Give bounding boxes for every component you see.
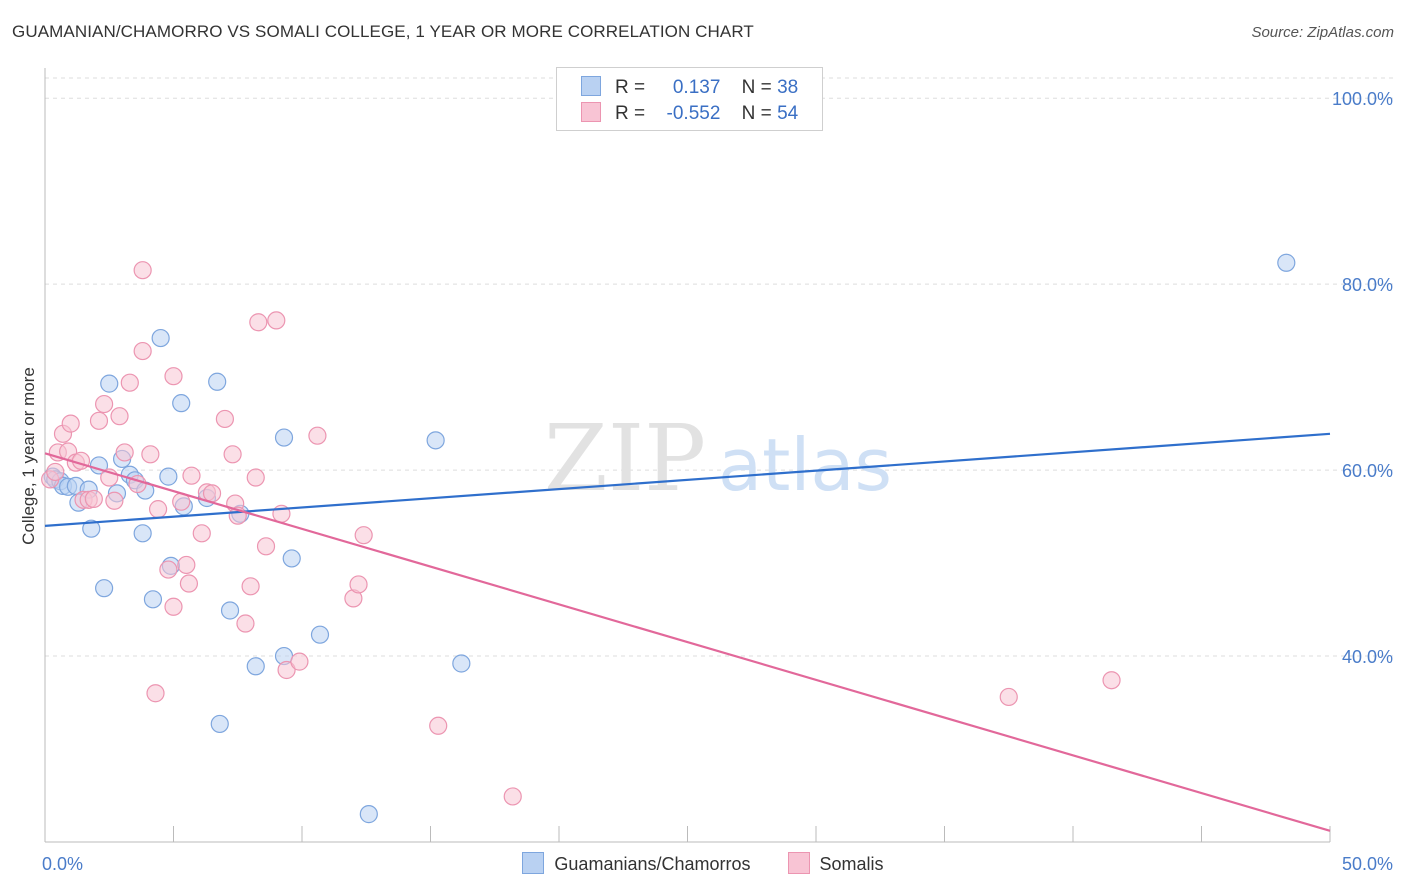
stats-row-somali: R = -0.552 N = 54 [581, 102, 798, 128]
n-label: N = [741, 77, 772, 98]
point-guamanian [310, 625, 330, 644]
point-somali [503, 787, 522, 806]
trend-line-somali [44, 452, 1331, 832]
point-somali [105, 491, 124, 510]
legend-swatch-pink [787, 852, 810, 874]
point-guamanian [220, 601, 240, 620]
point-guamanian [359, 805, 378, 824]
source-label: Source: ZipAtlas.com [1251, 24, 1394, 41]
point-somali [290, 652, 309, 671]
point-somali [133, 341, 152, 361]
point-somali [267, 311, 286, 330]
r-label: R = [615, 103, 646, 124]
legend-swatch-pink [581, 102, 601, 122]
r-value: -0.552 [666, 103, 721, 124]
point-guamanian [246, 657, 265, 676]
trend-line-guamanian [44, 432, 1331, 527]
points [41, 253, 1296, 824]
n-value: 54 [777, 103, 799, 124]
point-guamanian [151, 328, 170, 348]
chart-title: GUAMANIAN/CHAMORRO VS SOMALI COLLEGE, 1 … [12, 22, 754, 41]
point-guamanian [82, 519, 101, 538]
y-tick-label: 80.0% [1342, 275, 1393, 295]
point-somali [182, 466, 201, 485]
point-somali [202, 484, 222, 503]
point-somali [215, 409, 234, 429]
point-somali [115, 443, 134, 462]
point-somali [177, 555, 196, 575]
point-somali [95, 394, 114, 414]
point-guamanian [208, 372, 227, 391]
r-value: 0.137 [672, 77, 721, 98]
legend-item-somalis[interactable]: Somalis [787, 852, 884, 875]
y-tick-label: 60.0% [1342, 461, 1393, 481]
point-somali [429, 716, 448, 735]
point-somali [236, 614, 255, 633]
point-somali [354, 526, 373, 545]
point-guamanian [159, 467, 178, 486]
point-somali [133, 261, 152, 280]
point-guamanian [210, 714, 229, 734]
point-somali [148, 500, 168, 519]
point-somali [46, 462, 65, 482]
legend-label: Guamanians/Chamorros [554, 854, 751, 874]
legend-swatch-blue [522, 852, 545, 874]
point-guamanian [1277, 253, 1296, 272]
point-somali [84, 489, 103, 509]
point-guamanian [95, 579, 114, 598]
point-somali [89, 411, 109, 430]
series-legend: Guamanians/Chamorros Somalis [0, 852, 1406, 875]
legend-swatch-blue [581, 76, 601, 96]
point-somali [1102, 671, 1121, 690]
point-somali [277, 660, 296, 680]
trend-lines [44, 432, 1331, 832]
point-somali [308, 426, 327, 445]
r-label: R = [615, 77, 646, 98]
legend-label: Somalis [819, 854, 884, 874]
axes [44, 68, 1331, 843]
point-somali [164, 367, 183, 386]
grid [45, 77, 1393, 657]
n-value: 38 [777, 77, 799, 98]
watermark: ZIP atlas [544, 405, 892, 512]
watermark-atlas: atlas [718, 423, 892, 507]
y-tick-labels: 100.0% 80.0% 60.0% 40.0% [1332, 89, 1393, 667]
stats-row-guamanian: R = 0.137 N = 38 [581, 76, 798, 102]
point-guamanian [172, 394, 191, 413]
legend-item-guamanians[interactable]: Guamanians/Chamorros [522, 852, 751, 875]
point-somali [349, 575, 368, 594]
x-tick-label-min: 0.0% [42, 854, 83, 874]
point-somali [256, 537, 276, 556]
point-somali [61, 414, 80, 433]
point-somali [146, 684, 165, 703]
watermark-zip: ZIP [544, 405, 706, 512]
point-guamanian [282, 549, 301, 568]
point-somali [192, 524, 211, 543]
point-somali [246, 468, 265, 487]
point-guamanian [100, 374, 119, 393]
point-somali [179, 574, 199, 593]
point-guamanian [133, 524, 152, 543]
point-somali [249, 313, 268, 332]
point-somali [110, 407, 129, 426]
point-guamanian [452, 654, 471, 673]
point-somali [141, 445, 160, 464]
stats-legend: R = 0.137 N = 38 R = -0.552 N = 54 [556, 67, 823, 131]
y-tick-label: 100.0% [1332, 89, 1393, 109]
point-somali [223, 445, 242, 464]
point-somali [164, 597, 183, 616]
n-label: N = [741, 103, 772, 124]
y-tick-label: 40.0% [1342, 647, 1393, 667]
point-somali [241, 577, 260, 596]
point-somali [120, 373, 139, 392]
point-guamanian [274, 428, 294, 447]
point-guamanian [143, 590, 163, 609]
point-somali [159, 560, 178, 579]
point-guamanian [426, 431, 445, 450]
x-tick-label-max: 50.0% [1342, 854, 1393, 874]
point-somali [999, 687, 1018, 707]
